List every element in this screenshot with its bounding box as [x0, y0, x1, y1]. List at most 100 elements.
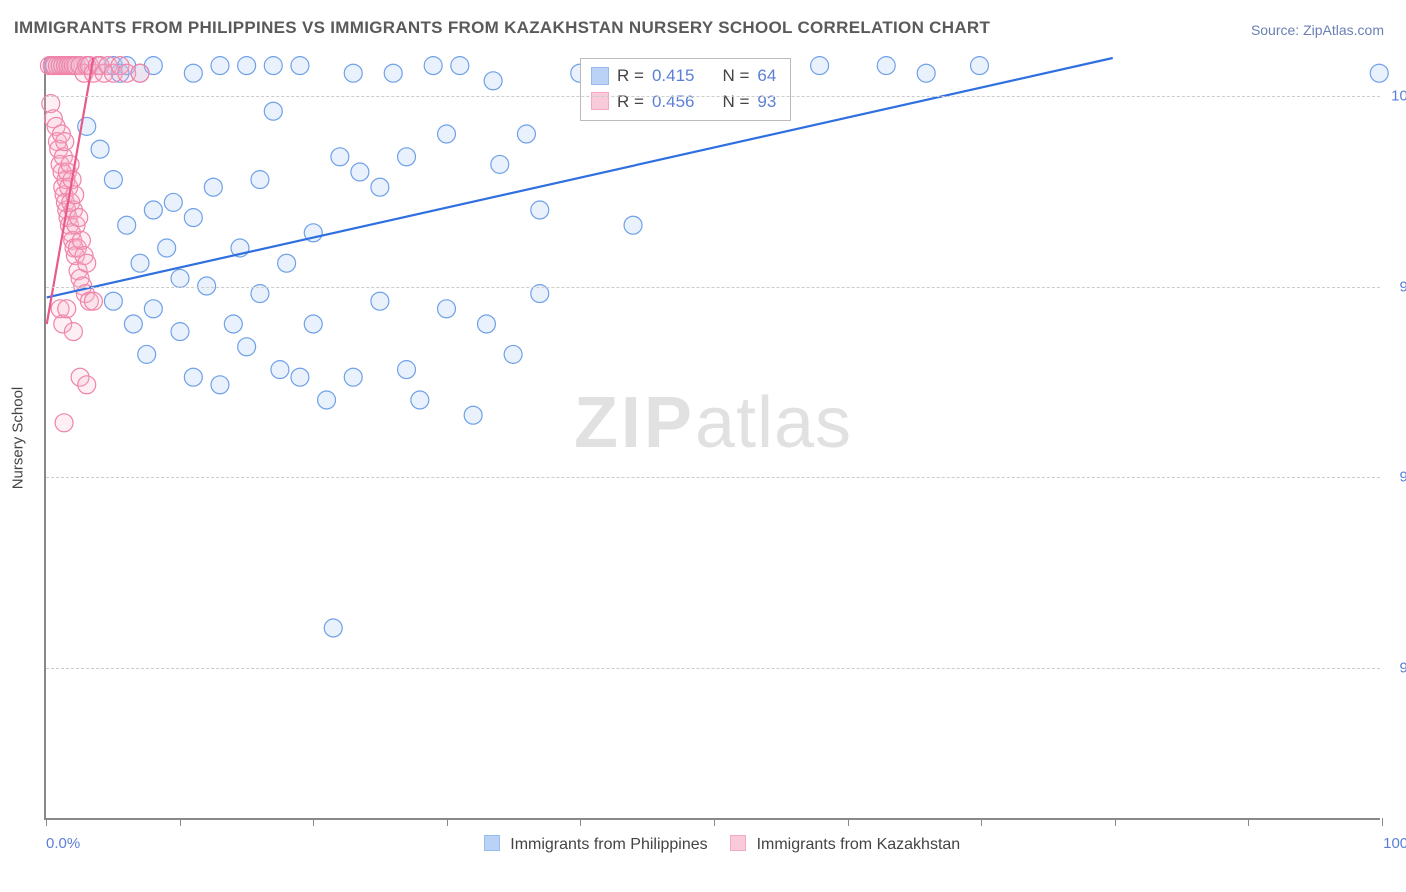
- scatter-point-philippines: [271, 361, 289, 379]
- scatter-point-philippines: [291, 57, 309, 75]
- chart-title: IMMIGRANTS FROM PHILIPPINES VS IMMIGRANT…: [14, 18, 990, 38]
- bottom-swatch-kazakhstan: [730, 835, 746, 851]
- source-attribution: Source: ZipAtlas.com: [1251, 22, 1384, 38]
- scatter-point-philippines: [331, 148, 349, 166]
- bottom-label-philippines: Immigrants from Philippines: [510, 836, 707, 853]
- scatter-point-philippines: [144, 300, 162, 318]
- r-label: R =: [617, 63, 644, 89]
- scatter-point-philippines: [344, 64, 362, 82]
- scatter-point-philippines: [438, 300, 456, 318]
- scatter-point-philippines: [118, 216, 136, 234]
- scatter-point-philippines: [324, 619, 342, 637]
- scatter-point-philippines: [917, 64, 935, 82]
- scatter-point-philippines: [477, 315, 495, 333]
- scatter-point-philippines: [464, 406, 482, 424]
- scatter-point-philippines: [264, 57, 282, 75]
- r-label: R =: [617, 89, 644, 115]
- chart-svg: [46, 58, 1380, 818]
- y-tick-label: 92.5%: [1399, 659, 1406, 676]
- scatter-point-philippines: [238, 338, 256, 356]
- r-value-philippines: 0.415: [652, 63, 695, 89]
- grid-line: [46, 668, 1380, 669]
- grid-line: [46, 287, 1380, 288]
- legend-row-kazakhstan: R = 0.456 N = 93: [591, 89, 776, 115]
- r-value-kazakhstan: 0.456: [652, 89, 695, 115]
- scatter-point-philippines: [211, 57, 229, 75]
- scatter-point-philippines: [238, 57, 256, 75]
- x-tick: [447, 818, 448, 826]
- scatter-point-philippines: [224, 315, 242, 333]
- scatter-point-kazakhstan: [70, 209, 88, 227]
- x-tick: [1248, 818, 1249, 826]
- scatter-point-philippines: [124, 315, 142, 333]
- scatter-point-philippines: [491, 155, 509, 173]
- x-tick: [848, 818, 849, 826]
- chart-container: ZIPatlas R = 0.415 N = 64 R = 0.456 N = …: [44, 58, 1380, 820]
- scatter-point-philippines: [91, 140, 109, 158]
- x-tick: [313, 818, 314, 826]
- scatter-point-philippines: [624, 216, 642, 234]
- x-tick: [1382, 818, 1383, 826]
- y-tick-label: 97.5%: [1399, 278, 1406, 295]
- scatter-point-kazakhstan: [84, 292, 102, 310]
- scatter-point-philippines: [164, 193, 182, 211]
- scatter-point-philippines: [531, 201, 549, 219]
- grid-line: [46, 96, 1380, 97]
- legend-swatch-kazakhstan: [591, 92, 609, 110]
- scatter-point-philippines: [424, 57, 442, 75]
- scatter-point-philippines: [411, 391, 429, 409]
- scatter-point-philippines: [371, 178, 389, 196]
- scatter-point-philippines: [517, 125, 535, 143]
- scatter-point-philippines: [291, 368, 309, 386]
- scatter-point-philippines: [278, 254, 296, 272]
- legend-swatch-philippines: [591, 67, 609, 85]
- scatter-point-philippines: [344, 368, 362, 386]
- scatter-point-kazakhstan: [56, 133, 74, 151]
- scatter-point-kazakhstan: [64, 323, 82, 341]
- x-tick: [46, 818, 47, 826]
- scatter-point-philippines: [204, 178, 222, 196]
- scatter-point-philippines: [138, 345, 156, 363]
- x-tick: [981, 818, 982, 826]
- scatter-point-philippines: [184, 209, 202, 227]
- x-tick: [714, 818, 715, 826]
- plot-area: ZIPatlas R = 0.415 N = 64 R = 0.456 N = …: [44, 58, 1380, 820]
- bottom-label-kazakhstan: Immigrants from Kazakhstan: [757, 836, 961, 853]
- scatter-point-philippines: [484, 72, 502, 90]
- scatter-point-philippines: [131, 254, 149, 272]
- y-tick-label: 100.0%: [1391, 88, 1406, 105]
- scatter-point-philippines: [144, 201, 162, 219]
- y-tick-label: 95.0%: [1399, 469, 1406, 486]
- scatter-point-philippines: [318, 391, 336, 409]
- scatter-point-kazakhstan: [78, 376, 96, 394]
- x-tick: [1115, 818, 1116, 826]
- n-label: N =: [722, 63, 749, 89]
- scatter-point-kazakhstan: [55, 414, 73, 432]
- scatter-point-philippines: [251, 171, 269, 189]
- n-label: N =: [722, 89, 749, 115]
- scatter-point-philippines: [304, 315, 322, 333]
- scatter-point-philippines: [351, 163, 369, 181]
- scatter-point-philippines: [184, 64, 202, 82]
- scatter-point-kazakhstan: [78, 254, 96, 272]
- scatter-point-philippines: [158, 239, 176, 257]
- bottom-legend: Immigrants from Philippines Immigrants f…: [46, 835, 1380, 854]
- scatter-point-kazakhstan: [58, 300, 76, 318]
- n-value-kazakhstan: 93: [757, 89, 776, 115]
- x-tick: [580, 818, 581, 826]
- legend-row-philippines: R = 0.415 N = 64: [591, 63, 776, 89]
- scatter-point-philippines: [398, 361, 416, 379]
- bottom-swatch-philippines: [484, 835, 500, 851]
- scatter-point-philippines: [438, 125, 456, 143]
- scatter-point-philippines: [877, 57, 895, 75]
- scatter-point-philippines: [211, 376, 229, 394]
- scatter-point-philippines: [384, 64, 402, 82]
- scatter-point-philippines: [451, 57, 469, 75]
- scatter-point-philippines: [171, 269, 189, 287]
- grid-line: [46, 477, 1380, 478]
- scatter-point-philippines: [371, 292, 389, 310]
- n-value-philippines: 64: [757, 63, 776, 89]
- scatter-point-philippines: [264, 102, 282, 120]
- scatter-point-kazakhstan: [131, 64, 149, 82]
- scatter-point-philippines: [398, 148, 416, 166]
